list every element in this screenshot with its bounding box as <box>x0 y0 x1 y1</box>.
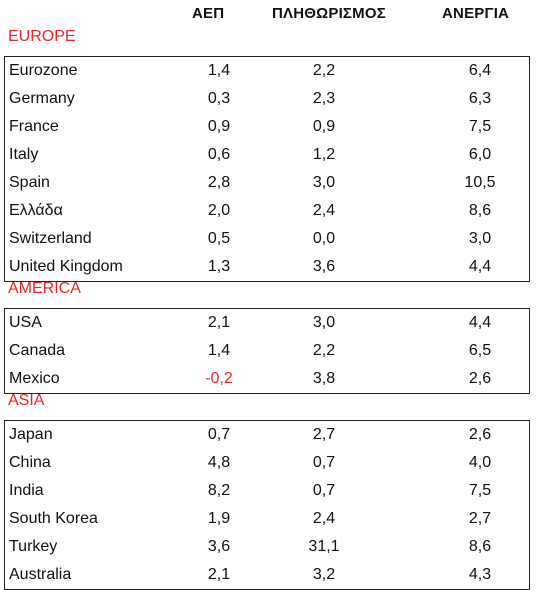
inflation-cell: 2,2 <box>312 62 336 79</box>
unemployment-cell: 8,6 <box>468 538 492 555</box>
country-cell: Mexico <box>9 370 60 387</box>
inflation-cell: 2,2 <box>312 342 336 359</box>
gdp-cell: 0,7 <box>207 426 231 443</box>
table-row: Italy 0,6 1,2 6,0 <box>5 141 529 169</box>
unemployment-cell: 7,5 <box>468 482 492 499</box>
inflation-cell: 3,0 <box>312 314 336 331</box>
gdp-cell: 1,3 <box>207 258 231 275</box>
country-cell: Spain <box>9 174 50 191</box>
gdp-cell: 2,8 <box>207 174 231 191</box>
header-unemployment: ΑΝΕΡΓΙΑ <box>442 5 510 22</box>
unemployment-cell: 7,5 <box>468 118 492 135</box>
inflation-cell: 0,9 <box>312 118 336 135</box>
unemployment-cell: 2,7 <box>468 510 492 527</box>
gdp-cell: -0,2 <box>205 370 233 387</box>
gdp-cell: 1,9 <box>207 510 231 527</box>
gdp-cell: 2,0 <box>207 202 231 219</box>
gdp-cell: 1,4 <box>207 62 231 79</box>
country-cell: Canada <box>9 342 66 359</box>
country-cell: United Kingdom <box>9 258 123 275</box>
gdp-cell: 8,2 <box>207 482 231 499</box>
inflation-cell: 0,7 <box>312 482 336 499</box>
gdp-cell: 0,3 <box>207 90 231 107</box>
table-row: Switzerland 0,5 0,0 3,0 <box>5 225 529 253</box>
gdp-cell: 2,1 <box>207 314 231 331</box>
country-cell: India <box>9 482 44 499</box>
inflation-cell: 3,2 <box>312 566 336 583</box>
unemployment-cell: 10,5 <box>464 174 496 191</box>
gdp-cell: 0,9 <box>207 118 231 135</box>
table-row: Mexico -0,2 3,8 2,6 <box>5 365 529 393</box>
country-cell: Italy <box>9 146 39 163</box>
country-cell: Germany <box>9 90 75 107</box>
table-row: South Korea 1,9 2,4 2,7 <box>5 505 529 533</box>
inflation-cell: 0,7 <box>312 454 336 471</box>
table-row: France 0,9 0,9 7,5 <box>5 113 529 141</box>
header-gdp: ΑΕΠ <box>192 5 225 22</box>
table-row: Turkey 3,6 31,1 8,6 <box>5 533 529 561</box>
section-table-asia: Japan 0,7 2,7 2,6 China 4,8 0,7 4,0 India 8,2 0,7 7… <box>4 420 530 590</box>
table-row: Ελλάδα 2,0 2,4 8,6 <box>5 197 529 225</box>
country-cell: South Korea <box>9 510 98 527</box>
country-cell: Japan <box>9 426 53 443</box>
country-cell: France <box>9 118 59 135</box>
country-cell: China <box>9 454 51 471</box>
table-row: China 4,8 0,7 4,0 <box>5 449 529 477</box>
unemployment-cell: 4,4 <box>468 314 492 331</box>
table-row: Germany 0,3 2,3 6,3 <box>5 85 529 113</box>
country-cell: USA <box>9 314 42 331</box>
inflation-cell: 2,4 <box>312 510 336 527</box>
table-row: Canada 1,4 2,2 6,5 <box>5 337 529 365</box>
unemployment-cell: 2,6 <box>468 426 492 443</box>
table-row: Japan 0,7 2,7 2,6 <box>5 421 529 449</box>
unemployment-cell: 4,0 <box>468 454 492 471</box>
table-row: India 8,2 0,7 7,5 <box>5 477 529 505</box>
country-cell: Ελλάδα <box>9 202 63 219</box>
country-cell: Eurozone <box>9 62 78 79</box>
inflation-cell: 3,0 <box>312 174 336 191</box>
section-title-europe: EUROPE <box>8 28 76 45</box>
inflation-cell: 3,6 <box>312 258 336 275</box>
country-cell: Australia <box>9 566 72 583</box>
section-table-america: USA 2,1 3,0 4,4 Canada 1,4 2,2 6,5 Mexico -0,2 3,8… <box>4 308 530 394</box>
country-cell: Turkey <box>9 538 58 555</box>
gdp-cell: 4,8 <box>207 454 231 471</box>
inflation-cell: 2,7 <box>312 426 336 443</box>
unemployment-cell: 3,0 <box>468 230 492 247</box>
unemployment-cell: 4,4 <box>468 258 492 275</box>
unemployment-cell: 6,4 <box>468 62 492 79</box>
gdp-cell: 1,4 <box>207 342 231 359</box>
table-row: Australia 2,1 3,2 4,3 <box>5 561 529 589</box>
section-title-america: AMERICA <box>8 280 81 297</box>
inflation-cell: 2,4 <box>312 202 336 219</box>
unemployment-cell: 6,0 <box>468 146 492 163</box>
gdp-cell: 2,1 <box>207 566 231 583</box>
inflation-cell: 0,0 <box>312 230 336 247</box>
table-row: United Kingdom 1,3 3,6 4,4 <box>5 253 529 281</box>
column-header-row: ΑΕΠ ΠΛΗΘΩΡΙΣΜΟΣ ΑΝΕΡΓΙΑ <box>0 0 546 28</box>
section-table-europe: Eurozone 1,4 2,2 6,4 Germany 0,3 2,3 6,3 France 0… <box>4 56 530 282</box>
unemployment-cell: 6,5 <box>468 342 492 359</box>
table-row: USA 2,1 3,0 4,4 <box>5 309 529 337</box>
inflation-cell: 2,3 <box>312 90 336 107</box>
unemployment-cell: 8,6 <box>468 202 492 219</box>
header-inflation: ΠΛΗΘΩΡΙΣΜΟΣ <box>272 5 386 22</box>
gdp-cell: 0,6 <box>207 146 231 163</box>
inflation-cell: 31,1 <box>308 538 340 555</box>
section-title-asia: ASIA <box>8 392 45 409</box>
table-row: Spain 2,8 3,0 10,5 <box>5 169 529 197</box>
unemployment-cell: 4,3 <box>468 566 492 583</box>
unemployment-cell: 6,3 <box>468 90 492 107</box>
country-cell: Switzerland <box>9 230 92 247</box>
table-row: Eurozone 1,4 2,2 6,4 <box>5 57 529 85</box>
unemployment-cell: 2,6 <box>468 370 492 387</box>
gdp-cell: 0,5 <box>207 230 231 247</box>
inflation-cell: 1,2 <box>312 146 336 163</box>
inflation-cell: 3,8 <box>312 370 336 387</box>
gdp-cell: 3,6 <box>207 538 231 555</box>
